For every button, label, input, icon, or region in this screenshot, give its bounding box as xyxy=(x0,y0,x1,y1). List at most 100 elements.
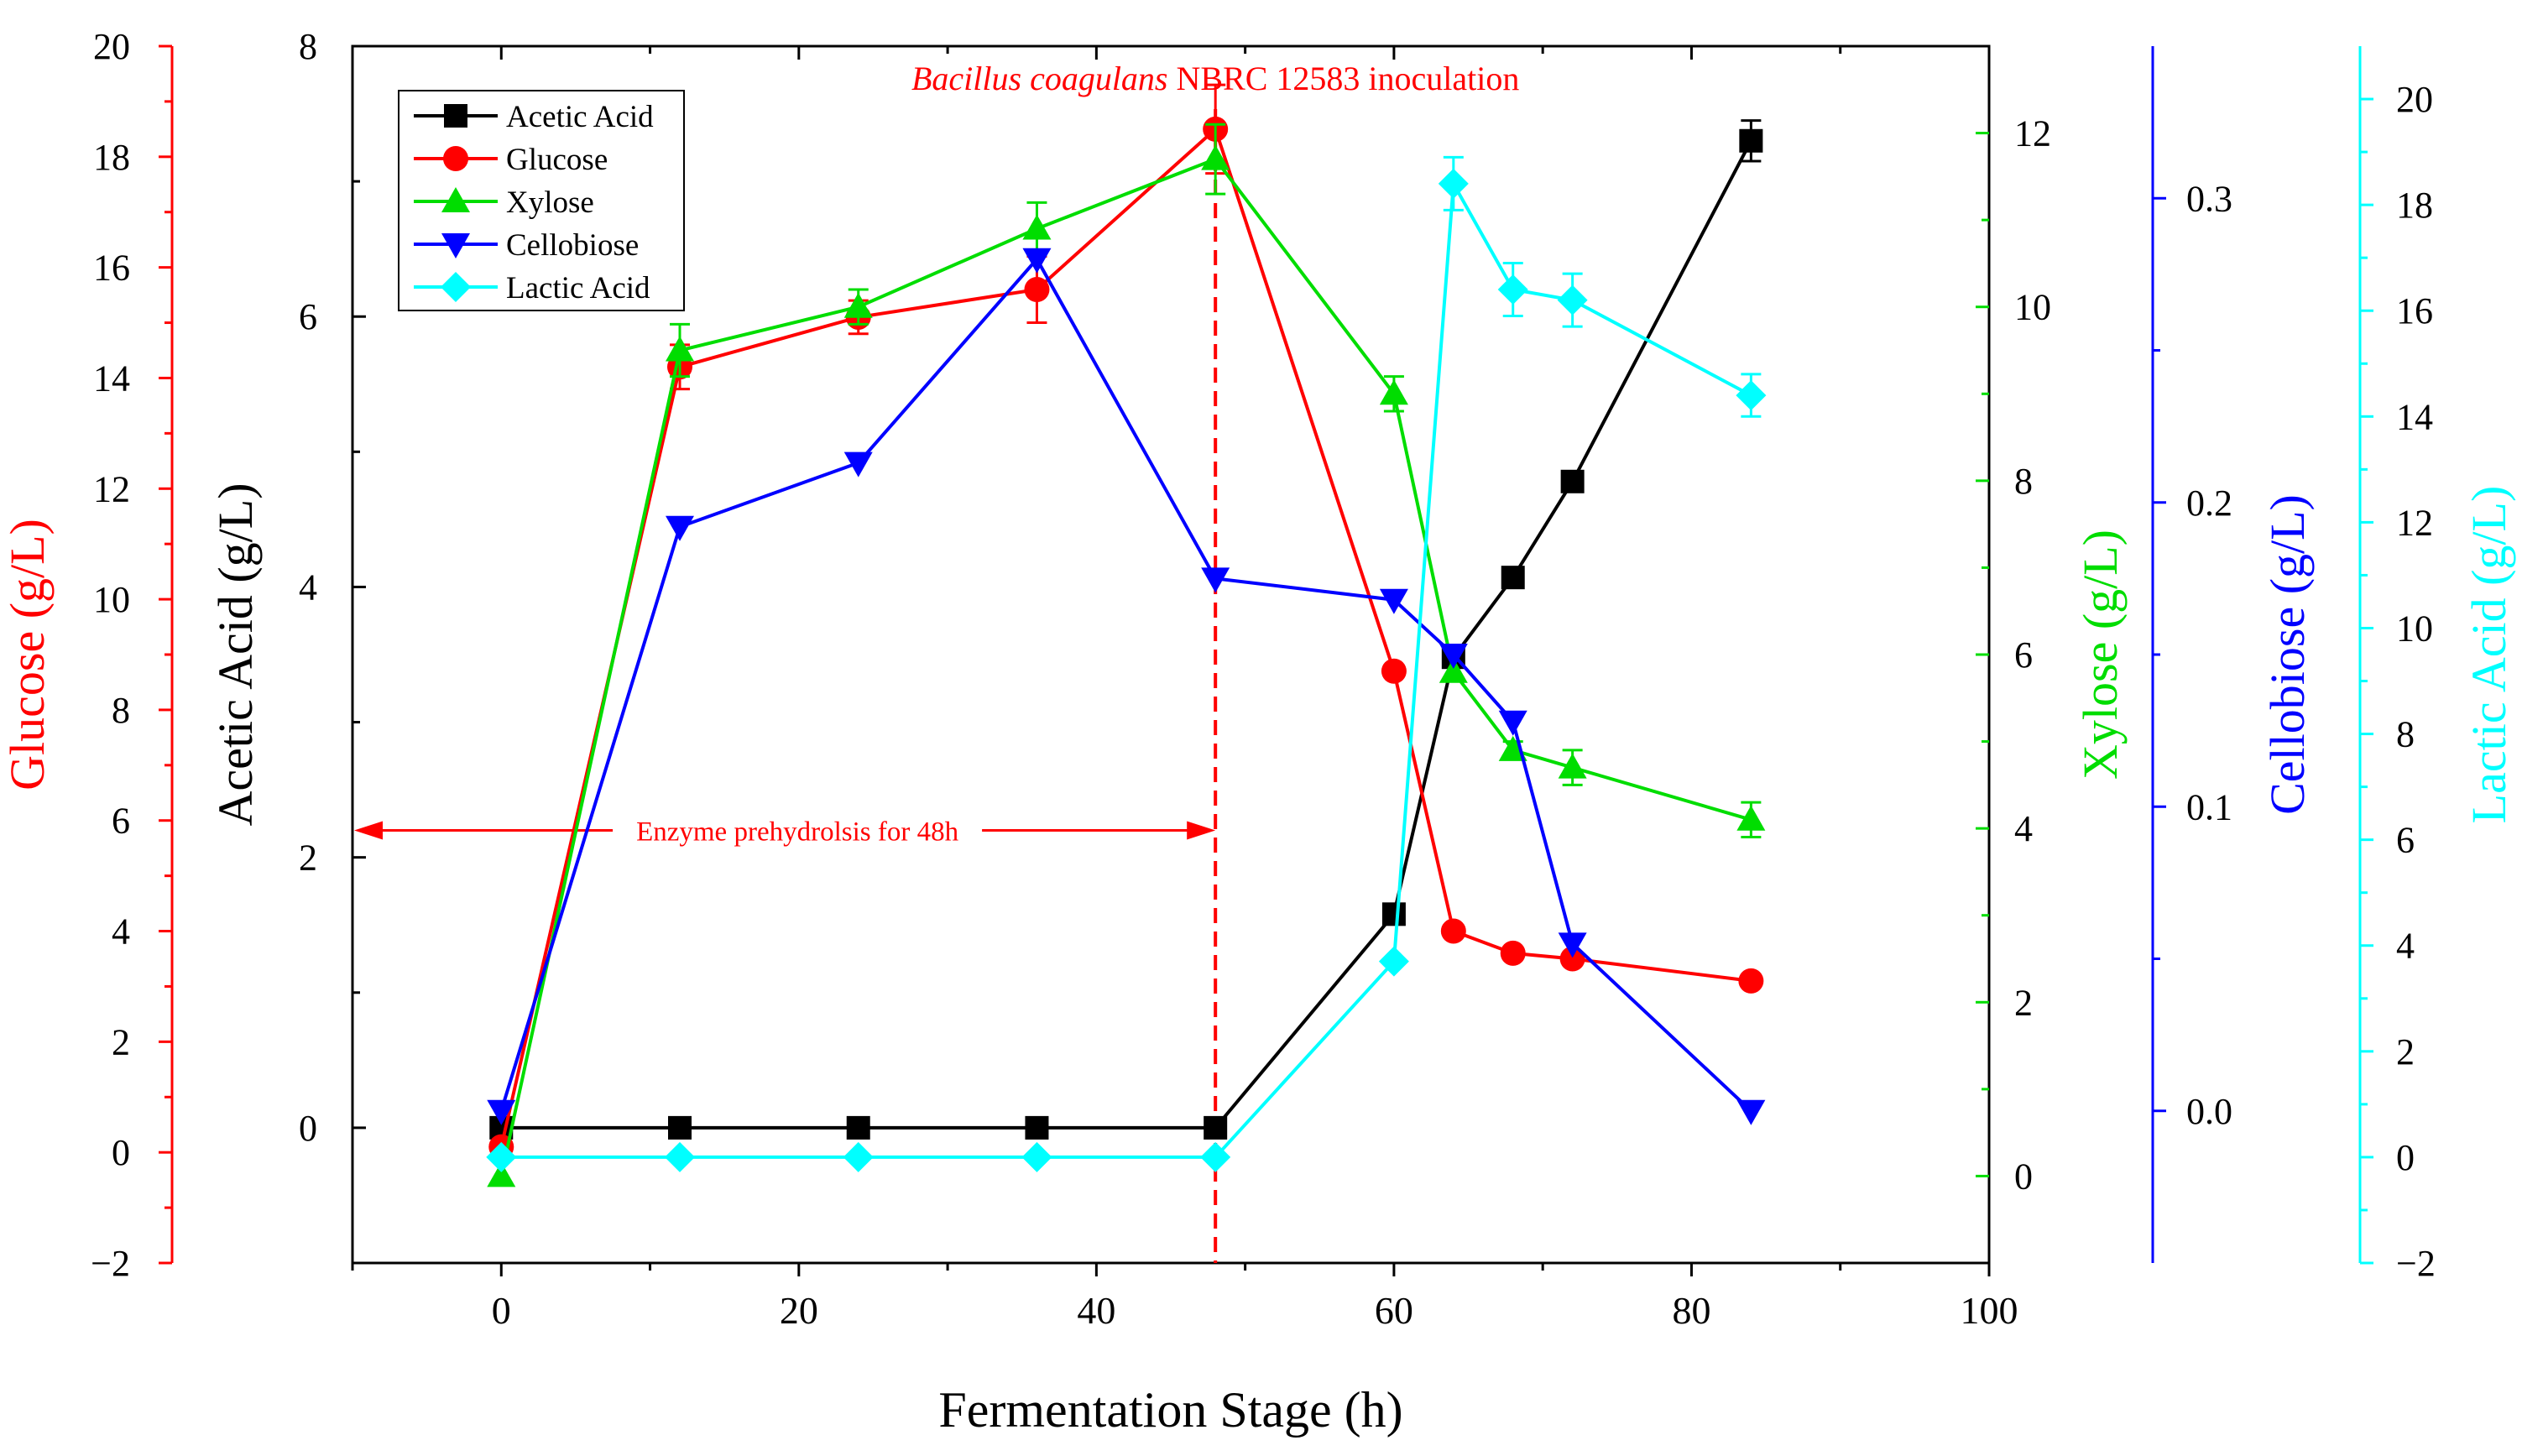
legend-label: Acetic Acid xyxy=(506,100,654,134)
data-point xyxy=(1379,588,1408,614)
data-point xyxy=(668,1115,692,1140)
data-point xyxy=(1558,753,1587,779)
data-point xyxy=(1204,1115,1228,1140)
x-tick-label: 80 xyxy=(1672,1289,1710,1332)
prehydrolysis-arrowhead-right xyxy=(1187,821,1216,840)
data-point xyxy=(666,336,694,362)
prehydrolysis-arrowhead-left xyxy=(354,821,383,840)
inoculation-label: Bacillus coagulans NBRC 12583 inoculatio… xyxy=(911,60,1519,97)
data-point xyxy=(1739,128,1763,153)
data-point xyxy=(487,1161,516,1187)
series-line xyxy=(501,139,1753,1130)
xylose-tick-label: 12 xyxy=(2014,113,2051,154)
x-tick-label: 60 xyxy=(1375,1289,1413,1332)
lactic-tick-label: 12 xyxy=(2396,502,2433,543)
data-point xyxy=(1558,932,1587,958)
glucose-tick-label: 14 xyxy=(93,357,130,399)
glucose-tick-label: 12 xyxy=(93,468,130,509)
x-tick-label: 20 xyxy=(780,1289,818,1332)
cellobiose-tick-label: 0.2 xyxy=(2186,483,2232,524)
xylose-tick-label: 0 xyxy=(2014,1156,2033,1197)
lactic-axis-title: Lactic Acid (g/L) xyxy=(2462,486,2516,824)
data-point xyxy=(486,1141,517,1172)
legend: Acetic Acid Glucose Xylose Cellobiose Lactic… xyxy=(398,90,685,311)
legend-marker xyxy=(441,233,470,258)
data-point xyxy=(1022,214,1052,240)
legend-marker xyxy=(441,187,470,212)
data-point xyxy=(1201,567,1230,593)
legend-marker xyxy=(443,146,468,171)
data-point xyxy=(1200,1141,1231,1172)
data-point xyxy=(843,292,873,318)
data-point xyxy=(843,451,873,478)
glucose-tick-label: 4 xyxy=(112,911,130,952)
data-point xyxy=(1438,168,1469,199)
series-line xyxy=(501,178,1752,1159)
data-point xyxy=(1498,710,1527,736)
glucose-tick-label: 10 xyxy=(93,579,130,620)
data-point xyxy=(1738,968,1764,994)
data-point xyxy=(1498,735,1527,761)
legend-marker xyxy=(444,104,467,128)
glucose-tick-label: 8 xyxy=(112,690,130,731)
data-point xyxy=(1736,380,1767,411)
series-lactic-acid xyxy=(486,155,1767,1172)
legend-label: Cellobiose xyxy=(506,228,639,263)
data-point xyxy=(1736,1099,1766,1125)
glucose-tick-label: 20 xyxy=(93,26,130,67)
cellobiose-tick-label: 0.3 xyxy=(2186,178,2232,219)
glucose-tick-label: 2 xyxy=(112,1021,130,1062)
data-point xyxy=(1500,940,1526,966)
data-point xyxy=(666,515,694,541)
xylose-tick-label: 6 xyxy=(2014,634,2033,676)
data-point xyxy=(843,1141,874,1172)
cellobiose-tick-label: 0.0 xyxy=(2186,1091,2232,1132)
lactic-tick-label: 6 xyxy=(2396,820,2415,861)
xylose-tick-label: 4 xyxy=(2014,808,2033,849)
prehydrolysis-label: Enzyme prehydrolsis for 48h xyxy=(636,817,958,847)
data-point xyxy=(1379,379,1408,405)
lactic-tick-label: 18 xyxy=(2396,185,2433,226)
lactic-tick-label: −2 xyxy=(2396,1243,2436,1284)
data-point xyxy=(1439,644,1468,669)
acetic-tick-label: 6 xyxy=(299,296,317,337)
xylose-axis-title: Xylose (g/L) xyxy=(2073,530,2128,780)
glucose-tick-label: 18 xyxy=(93,137,130,178)
data-point xyxy=(1497,274,1528,305)
data-point xyxy=(1021,1141,1052,1172)
glucose-axis-title: Glucose (g/L) xyxy=(0,519,55,791)
glucose-tick-label: 6 xyxy=(112,801,130,842)
xylose-tick-label: 8 xyxy=(2014,461,2033,502)
data-point xyxy=(665,1141,695,1172)
xylose-tick-label: 2 xyxy=(2014,982,2033,1023)
prehydrolysis-label-bg xyxy=(613,811,983,849)
data-point xyxy=(846,1115,870,1140)
data-point xyxy=(1378,946,1409,977)
x-axis-title: Fermentation Stage (h) xyxy=(938,1382,1402,1438)
lactic-tick-label: 16 xyxy=(2396,290,2433,331)
lactic-tick-label: 14 xyxy=(2396,396,2433,437)
acetic-tick-label: 4 xyxy=(299,566,317,608)
lactic-tick-label: 2 xyxy=(2396,1031,2415,1072)
data-point xyxy=(1025,1115,1049,1140)
annotations: Bacillus coagulans NBRC 12583 inoculatio… xyxy=(354,60,1519,1263)
series-cellobiose xyxy=(487,248,1766,1125)
x-tick-label: 40 xyxy=(1077,1289,1115,1332)
data-point xyxy=(1022,248,1052,274)
data-point xyxy=(487,1099,516,1125)
cellobiose-tick-label: 0.1 xyxy=(2186,786,2232,827)
data-point xyxy=(1501,566,1525,590)
series-line xyxy=(499,157,1752,1177)
glucose-tick-label: 16 xyxy=(93,248,130,289)
series-layer xyxy=(486,83,1767,1187)
data-point xyxy=(1559,946,1585,972)
inoculation-organism: Bacillus coagulans xyxy=(911,60,1168,97)
acetic-tick-label: 2 xyxy=(299,838,317,879)
series-line xyxy=(499,126,1752,1148)
x-tick-label: 100 xyxy=(1961,1289,2018,1332)
series-xylose xyxy=(487,123,1766,1187)
lactic-tick-label: 10 xyxy=(2396,608,2433,649)
glucose-tick-label: 0 xyxy=(112,1132,130,1173)
lactic-tick-label: 20 xyxy=(2396,79,2433,120)
